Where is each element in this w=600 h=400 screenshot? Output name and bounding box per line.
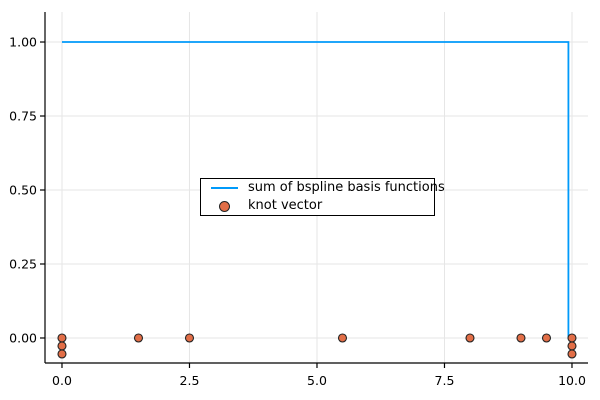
knot-point	[184, 333, 195, 343]
knot-point	[57, 349, 67, 359]
x-tick-label: 2.5	[180, 373, 200, 388]
y-tick-label: 0.00	[9, 330, 37, 345]
knot-point	[57, 341, 67, 351]
y-tick-label: 0.50	[9, 183, 37, 198]
y-tick-label: 1.00	[9, 35, 37, 50]
x-tick-label: 5.0	[307, 373, 327, 388]
sum-of-basis-line	[61, 41, 570, 338]
x-tick-label: 7.5	[435, 373, 455, 388]
legend-label-knots: knot vector	[248, 198, 323, 213]
knot-point	[516, 333, 526, 343]
knot-point	[567, 333, 577, 343]
knot-point	[567, 341, 577, 351]
line-sample-icon	[211, 187, 238, 189]
legend-label-sum: sum of bspline basis functions	[248, 180, 445, 195]
legend-entry-knot-vector: knot vector	[201, 197, 434, 215]
legend: sum of bspline basis functions knot vect…	[200, 178, 445, 216]
x-tick-label: 10.0	[558, 373, 586, 388]
knot-point	[337, 333, 348, 343]
knot-point	[133, 333, 144, 343]
legend-icon-zone	[201, 187, 248, 189]
knot-point	[541, 333, 552, 343]
knot-point	[567, 349, 577, 359]
y-tick-label: 0.75	[9, 109, 37, 124]
knot-marker-icon	[219, 200, 230, 212]
knot-point	[465, 333, 475, 343]
legend-icon-zone	[201, 200, 248, 212]
legend-entry-sum-line: sum of bspline basis functions	[201, 179, 445, 197]
knot-point	[57, 333, 67, 343]
y-tick-label: 0.25	[9, 256, 37, 271]
x-tick-label: 0.0	[52, 373, 72, 388]
